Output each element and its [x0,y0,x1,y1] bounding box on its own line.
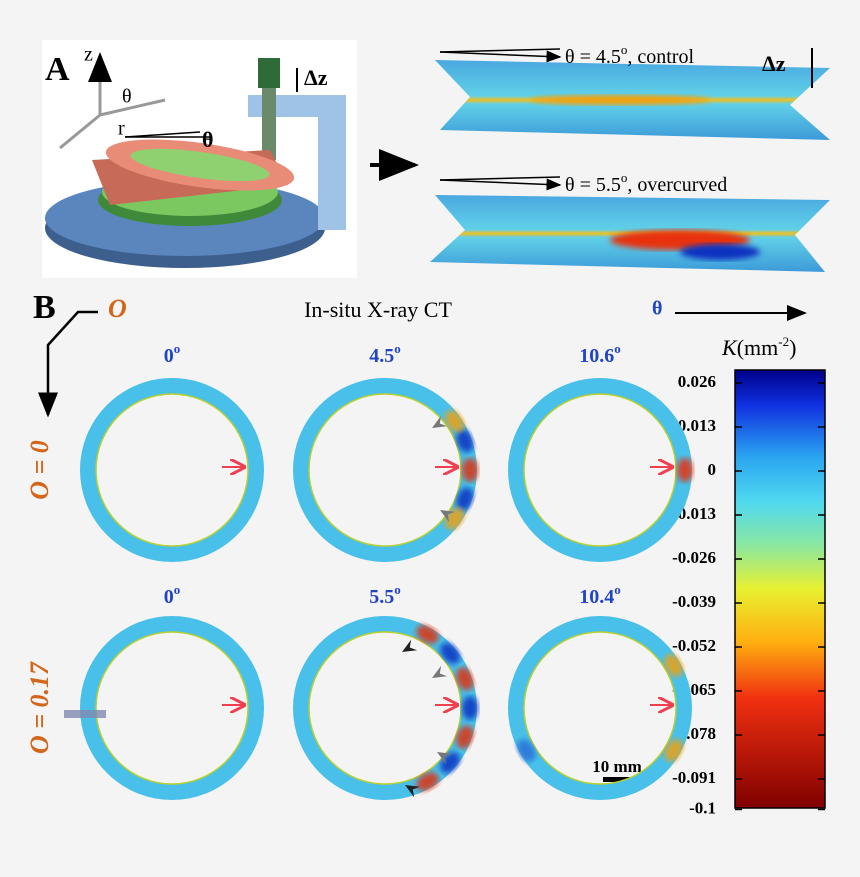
angle: 10.6 [579,345,614,367]
colorbar-tick-label: 0 [708,460,717,479]
ring-edge [95,631,249,785]
degree: o [174,582,181,597]
degree: o [614,341,621,356]
scale-bar [603,777,631,782]
strip-caption: θ = 5.5o, overcurved [565,170,727,196]
angle: 4.5 [369,345,394,367]
curvature-spot [664,654,683,677]
curvature-spot [664,739,683,762]
dz-label: Δz [304,65,328,90]
axis-label: r [118,118,125,140]
ring [80,378,264,562]
angle: 0 [164,586,174,608]
curvature-spot [462,696,478,720]
angle: 5.5 [369,586,394,608]
strips [430,48,830,272]
curvature-spot [677,458,693,482]
curvature-spot [416,625,439,644]
panel-title: In-situ X-ray CT [304,297,452,322]
degree: o [614,582,621,597]
ring [293,378,477,562]
colorbar-tick-label: 0.026 [678,372,716,391]
apparatus [42,40,357,278]
axis-label: θ [652,298,662,320]
curvature-spot [445,410,465,433]
curvature-spot [456,725,474,749]
colorbar-title: K(mm-2) [721,334,796,360]
arrowhead [437,752,453,765]
arrowhead [440,510,456,523]
curvature-spot [456,429,474,453]
curvature-spot [440,752,460,774]
arrowhead [405,785,421,798]
curvature-spot [462,458,478,482]
angle-label: 4.5o [369,341,401,367]
arrowhead [432,665,448,679]
degree: o [394,582,401,597]
angle: 0 [164,345,174,367]
colorbar-tick-label: -0.052 [672,636,716,655]
tilt-label: θ [202,127,213,152]
angle: 10.4 [579,586,614,608]
arrowhead [432,415,448,428]
colorbar [734,369,826,809]
row: O = 00o 4.5o 10.6o [25,341,693,562]
row-label: O = 0 [25,440,54,500]
axis-label: O [108,294,127,323]
colorbar-tick-label: -0.1 [689,798,716,817]
panel-label: B [33,289,56,326]
cut-marker [64,710,106,718]
ring [508,378,692,562]
colorbar-tick-label: -0.039 [672,592,716,611]
curvature-spot [416,772,439,791]
degree: o [174,341,181,356]
ring-edge [308,393,462,547]
colorbar-tick-label: -0.026 [672,548,716,567]
degree: o [394,341,401,356]
arrowhead [402,639,418,652]
ring [80,616,264,800]
ring [508,616,692,800]
curvature-spot [456,487,474,511]
angle-label: 10.4o [579,582,621,608]
angle-label: 5.5o [369,582,401,608]
axis-label: z [84,44,93,66]
angle-label: 0o [164,341,181,367]
colorbar-tick-label: 0.013 [678,416,716,435]
angle-label: 10.6o [579,341,621,367]
curvature-spot [456,667,474,691]
strip-caption: θ = 4.5o, control [565,42,694,68]
angle-label: 0o [164,582,181,608]
axis-label: θ [122,86,132,108]
curvature-spot [440,642,460,664]
scale-bar-label: 10 mm [592,757,642,776]
curvature-spot [517,739,536,762]
ring-edge [95,393,249,547]
colorbar-tick-label: -0.091 [672,768,716,787]
ring-edge [523,393,677,547]
panel-label: A [45,51,70,88]
ring-edge [308,631,462,785]
dz-label: Δz [762,51,786,76]
row-label: O = 0.17 [25,661,54,754]
ring-edge [523,631,677,785]
arrow [38,310,98,418]
